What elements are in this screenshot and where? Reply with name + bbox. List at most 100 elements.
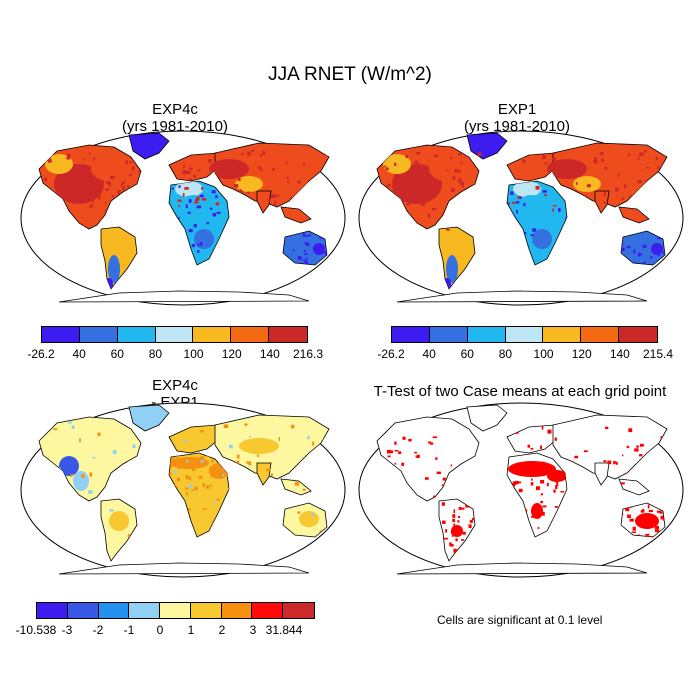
grid-cell	[259, 168, 263, 171]
grid-cell	[616, 461, 618, 465]
grid-cell	[260, 154, 262, 157]
grid-cell	[450, 464, 453, 467]
grid-cell	[584, 194, 587, 197]
grid-cell	[337, 529, 340, 531]
colorbar-tick-label: -26.2	[377, 347, 405, 361]
grid-cell	[542, 505, 547, 508]
grid-cell	[303, 249, 306, 253]
grid-cell	[267, 199, 271, 202]
field-patch	[429, 157, 465, 181]
grid-cell	[431, 208, 437, 211]
grid-cell	[519, 196, 522, 199]
grid-cell	[425, 189, 431, 194]
grid-cell	[186, 171, 191, 174]
grid-cell	[451, 531, 455, 535]
grid-cell	[628, 428, 633, 433]
grid-cell	[184, 440, 188, 443]
grid-cell	[547, 429, 552, 434]
grid-cell	[291, 424, 295, 429]
colorbar-bottom-left-labels: -10.538 -3 -2 -1 0 1 2 3 31.844	[16, 623, 315, 639]
grid-cell	[455, 538, 458, 542]
field-patch	[532, 229, 552, 249]
grid-cell	[465, 504, 470, 508]
grid-cell	[188, 476, 192, 481]
grid-cell	[665, 537, 667, 540]
colorbar-tick-label: -2	[92, 623, 104, 637]
grid-cell	[394, 449, 399, 452]
grid-cell	[647, 521, 650, 524]
grid-cell	[441, 484, 444, 486]
grid-cell	[256, 454, 260, 457]
grid-cell	[92, 456, 96, 459]
grid-cell	[532, 228, 537, 232]
continent-greenland	[128, 404, 170, 432]
grid-cell	[137, 170, 143, 173]
grid-cell	[510, 191, 514, 195]
grid-cell	[572, 160, 575, 163]
grid-cell	[274, 200, 277, 204]
grid-cell	[554, 506, 558, 508]
grid-cell	[535, 185, 540, 190]
grid-cell	[188, 484, 193, 489]
map-top-left	[20, 130, 346, 306]
grid-cell	[89, 472, 93, 477]
grid-cell	[191, 489, 194, 492]
grid-cell	[634, 448, 639, 452]
grid-cell	[68, 421, 72, 424]
grid-cell	[464, 154, 469, 158]
grid-cell	[111, 195, 115, 197]
grid-cell	[452, 176, 456, 180]
grid-cell	[215, 202, 220, 206]
grid-cell	[302, 259, 308, 262]
continent-antarctica	[396, 290, 648, 303]
grid-cell	[522, 159, 526, 164]
grid-cell	[443, 537, 448, 540]
grid-cell	[586, 184, 591, 188]
grid-cell	[648, 509, 653, 512]
grid-cell	[216, 211, 221, 214]
field-patch	[45, 154, 73, 174]
grid-cell	[603, 192, 606, 196]
grid-cell	[472, 518, 476, 521]
grid-cell	[177, 477, 181, 482]
grid-cell	[517, 196, 522, 200]
grid-cell	[237, 178, 241, 182]
grid-cell	[53, 428, 58, 431]
grid-cell	[304, 261, 309, 266]
grid-cell	[638, 157, 640, 160]
grid-cell	[649, 256, 653, 259]
grid-cell	[656, 540, 660, 544]
grid-cell	[271, 473, 273, 477]
grid-cell	[201, 462, 206, 466]
grid-cell	[530, 478, 533, 481]
grid-cell	[547, 464, 549, 468]
grid-cell	[420, 202, 425, 206]
field-patches	[45, 149, 325, 290]
grid-cell	[120, 183, 123, 187]
grid-cell	[424, 477, 429, 480]
grid-cell	[477, 152, 482, 157]
grid-cell	[540, 461, 545, 465]
grid-cell	[211, 459, 214, 463]
field-patch	[547, 159, 587, 179]
colorbar-tick-label: 0	[156, 623, 164, 637]
grid-cell	[297, 256, 302, 260]
colorbar-tick-label: 120	[221, 347, 242, 361]
colorbar-swatch	[619, 327, 657, 342]
grid-cell	[574, 455, 578, 459]
grid-cell	[44, 177, 48, 182]
grid-cell	[187, 211, 191, 214]
grid-cell	[390, 450, 394, 454]
grid-cell	[219, 471, 224, 475]
grid-cell	[451, 535, 454, 537]
grid-cell	[453, 509, 456, 514]
map-top-right	[358, 130, 684, 306]
grid-cell	[198, 475, 203, 480]
grid-cell	[302, 488, 306, 491]
grid-cell	[201, 198, 207, 201]
field-patch	[573, 176, 601, 192]
grid-cell	[191, 467, 196, 471]
grid-cell	[429, 442, 434, 445]
grid-cell	[654, 529, 660, 533]
grid-cell	[535, 486, 540, 491]
